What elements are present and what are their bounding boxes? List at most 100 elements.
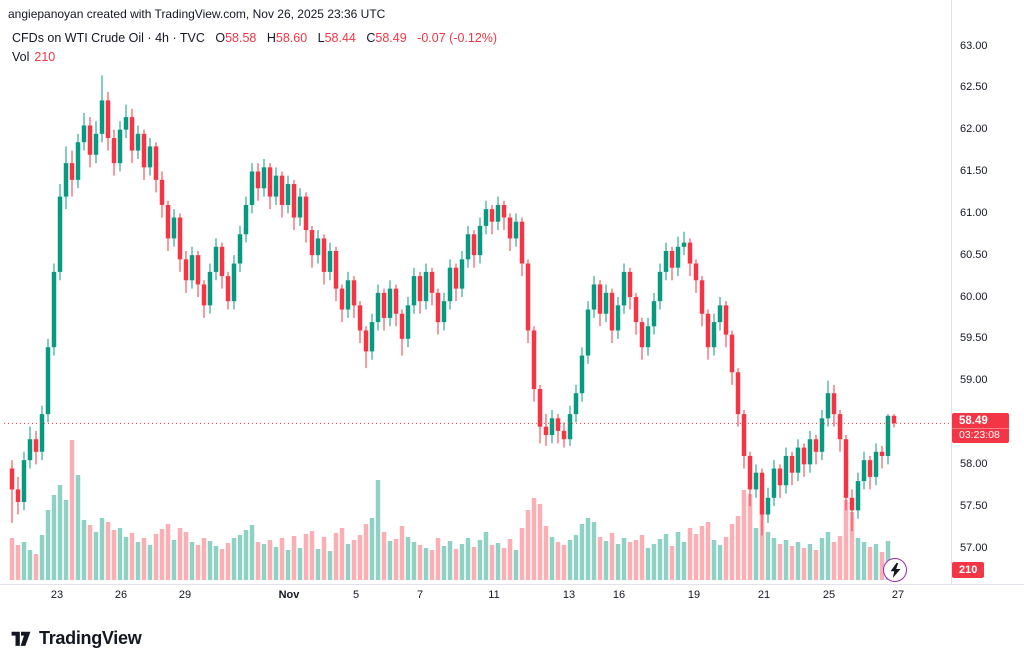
candle-body (303, 196, 309, 231)
volume-bar (879, 552, 885, 580)
candle-body (21, 460, 27, 502)
candle-body (99, 100, 105, 134)
volume-bar (711, 540, 717, 580)
candle-body (273, 175, 279, 197)
candle-body (285, 184, 291, 205)
volume-bar (825, 532, 831, 580)
volume-bar (585, 518, 591, 580)
candle-body (765, 497, 771, 515)
volume-bar (99, 518, 105, 580)
volume-bar (423, 548, 429, 580)
volume-bar (333, 533, 339, 580)
candle-body (69, 163, 75, 180)
volume-bar (75, 475, 81, 580)
candle-body (375, 292, 381, 323)
tradingview-logo[interactable]: TradingView (10, 627, 142, 649)
time-tick: 7 (416, 589, 424, 601)
volume-bar (57, 485, 63, 580)
candle-body (279, 175, 285, 205)
volume-bar (201, 538, 207, 580)
volume-bar (447, 541, 453, 580)
low-label: L (317, 31, 325, 45)
candle-body (849, 497, 855, 511)
volume-bar (771, 538, 777, 580)
volume-bar (759, 502, 765, 580)
volume-bar (267, 540, 273, 580)
time-tick: 16 (612, 589, 626, 601)
candle-body (693, 263, 699, 281)
volume-bar (819, 538, 825, 580)
candle-body (57, 196, 63, 272)
price-tick: 61.00 (960, 206, 988, 219)
lightning-bolt-icon[interactable] (883, 558, 907, 582)
volume-bar (705, 522, 711, 580)
candle-body (567, 414, 573, 440)
candle-body (795, 447, 801, 473)
time-tick: 26 (114, 589, 128, 601)
price-tick: 59.50 (960, 332, 988, 345)
candle-body (579, 355, 585, 394)
volume-bar (567, 540, 573, 580)
volume-bar (663, 534, 669, 580)
volume-bar (453, 549, 459, 580)
open-value: 58.58 (225, 31, 257, 45)
candle-body (651, 301, 657, 327)
candle-body (711, 322, 717, 348)
candle-body (549, 418, 555, 436)
volume-bar (135, 542, 141, 580)
volume-bar (291, 536, 297, 580)
change-value: -0.07 (-0.12%) (417, 31, 498, 45)
volume-bar (39, 535, 45, 580)
candle-body (555, 418, 561, 431)
tradingview-logo-icon (11, 631, 31, 646)
volume-bar (207, 541, 213, 580)
price-tick: 63.00 (960, 39, 988, 52)
candle-body (243, 204, 249, 235)
volume-bar (651, 544, 657, 580)
volume-bar (345, 544, 351, 580)
volume-bar (531, 498, 537, 580)
tradingview-logo-text: TradingView (39, 627, 142, 648)
volume-bar (729, 524, 735, 580)
volume-bar (501, 548, 507, 580)
symbol-title[interactable]: CFDs on WTI Crude Oil · 4h · TVC (12, 31, 205, 45)
candle-body (843, 439, 849, 498)
volume-bar (813, 550, 819, 580)
volume-bar (723, 537, 729, 580)
close-value: 58.49 (375, 31, 407, 45)
price-tick: 62.00 (960, 123, 988, 136)
candle-body (447, 267, 453, 302)
volume-bar (753, 528, 759, 580)
candle-body (141, 133, 147, 168)
candle-body (81, 125, 87, 143)
price-tick: 57.50 (960, 499, 988, 512)
candle-body (591, 284, 597, 310)
candle-body (627, 271, 633, 297)
volume-bar (369, 518, 375, 580)
candle-body (183, 259, 189, 281)
volume-bar (261, 544, 267, 580)
candle-body (93, 133, 99, 155)
time-tick: 19 (687, 589, 701, 601)
volume-bar (117, 528, 123, 580)
volume-bar (393, 539, 399, 580)
candle-body (789, 455, 795, 473)
volume-bar (177, 528, 183, 580)
candle-body (369, 322, 375, 352)
candle-body (723, 305, 729, 335)
volume-bar (363, 524, 369, 580)
candle-body (39, 414, 45, 452)
volume-bar (153, 534, 159, 580)
candle-body (597, 284, 603, 314)
candle-body (423, 271, 429, 302)
candle-body (225, 276, 231, 302)
candle-body (387, 288, 393, 318)
candle-body (483, 209, 489, 226)
candle-body (819, 418, 825, 452)
candle-body (747, 455, 753, 490)
volume-bar (45, 510, 51, 580)
volume-bar (831, 542, 837, 580)
candle-body (267, 167, 273, 197)
candle-body (411, 276, 417, 306)
